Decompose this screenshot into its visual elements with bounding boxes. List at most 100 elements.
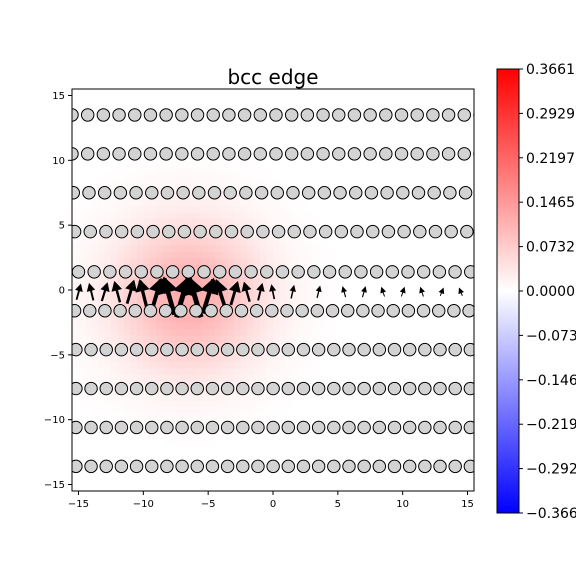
heatmap-cell [260, 205, 268, 213]
heatmap-cell [123, 367, 131, 375]
heatmap-cell [260, 406, 268, 414]
heatmap-cell [97, 406, 105, 414]
atom-marker [372, 381, 387, 396]
heatmap-cell [298, 283, 306, 291]
heatmap-cell [143, 400, 151, 408]
heatmap-cell [136, 354, 144, 362]
atom-marker [433, 342, 447, 357]
heatmap-cell [117, 257, 125, 265]
heatmap-cell [285, 277, 293, 285]
heatmap-cell [104, 257, 112, 265]
heatmap-cell [227, 432, 235, 440]
heatmap-cell [266, 238, 274, 246]
heatmap-cell [273, 244, 280, 252]
atom-marker [426, 147, 440, 161]
atom-marker [318, 224, 333, 239]
heatmap-cell [156, 419, 164, 427]
heatmap-cell [72, 296, 79, 304]
heatmap-cell [97, 251, 105, 259]
heatmap-cell [104, 361, 112, 369]
heatmap-cell [143, 335, 151, 343]
heatmap-cell [110, 341, 118, 349]
heatmap-cell [72, 290, 79, 297]
heatmap-cell [311, 315, 319, 323]
heatmap-cell [149, 212, 157, 220]
heatmap-cell [266, 277, 274, 285]
heatmap-cell [149, 251, 157, 259]
heatmap-cell [201, 212, 209, 220]
heatmap-cell [227, 393, 235, 401]
heatmap-cell [208, 212, 216, 220]
heatmap-cell [110, 348, 118, 356]
atom-marker [150, 265, 164, 279]
heatmap-cell [195, 218, 203, 226]
heatmap-cell [214, 238, 222, 246]
heatmap-cell [227, 160, 235, 168]
heatmap-cell [110, 251, 118, 259]
heatmap-cell [156, 199, 164, 207]
heatmap-cell [136, 179, 144, 187]
heatmap-cell [247, 348, 255, 356]
heatmap-cell [240, 393, 248, 401]
heatmap-cell [123, 328, 131, 336]
heatmap-cell [169, 212, 177, 220]
heatmap-cell [208, 367, 216, 375]
heatmap-cell [279, 290, 287, 297]
heatmap-cell [247, 218, 255, 226]
atom-marker [413, 224, 427, 239]
heatmap-cell [266, 218, 274, 226]
heatmap-cell [253, 257, 261, 265]
heatmap-cell [123, 205, 131, 213]
heatmap-cell [123, 322, 131, 330]
heatmap-cell [149, 393, 157, 401]
heatmap-cell [110, 315, 118, 323]
heatmap-cell [324, 322, 332, 330]
heatmap-cell [149, 218, 157, 226]
heatmap-cell [143, 212, 151, 220]
heatmap-cell [279, 199, 287, 207]
heatmap-cell [247, 426, 255, 434]
atom-marker [433, 420, 447, 435]
heatmap-cell [214, 419, 222, 427]
atom-marker [72, 459, 83, 474]
heatmap-cell [188, 361, 196, 369]
heatmap-cell [253, 322, 261, 330]
atom-marker [448, 381, 462, 396]
heatmap-cell [195, 328, 203, 336]
heatmap-cell [298, 374, 306, 382]
heatmap-cell [266, 361, 274, 369]
heatmap-cell [214, 413, 222, 421]
heatmap-cell [247, 160, 255, 168]
heatmap-cell [162, 315, 170, 323]
atom-marker [145, 459, 159, 474]
heatmap-cell [221, 205, 229, 213]
heatmap-cell [201, 166, 209, 174]
heatmap-cell [214, 290, 222, 297]
heatmap-cell [162, 400, 170, 408]
heatmap-cell [234, 186, 242, 194]
heatmap-cell [201, 199, 209, 207]
heatmap-cell [208, 439, 216, 447]
heatmap-cell [260, 296, 268, 304]
heatmap-cell [292, 244, 300, 252]
heatmap-cell [91, 192, 99, 200]
heatmap-cell [234, 315, 242, 323]
heatmap-cell [169, 166, 177, 174]
heatmap-cell [78, 335, 86, 343]
heatmap-cell [227, 173, 235, 181]
heatmap-cell [156, 153, 164, 161]
heatmap-cell [305, 328, 313, 336]
heatmap-cell [298, 225, 306, 233]
heatmap-cell [292, 367, 300, 375]
heatmap-cell [285, 315, 293, 323]
heatmap-cell [292, 374, 300, 382]
heatmap-cell [227, 367, 235, 375]
heatmap-cell [253, 406, 261, 414]
heatmap-cell [156, 413, 164, 421]
atom-marker [190, 342, 204, 357]
heatmap-cell [149, 160, 157, 168]
heatmap-cell [130, 264, 138, 272]
atom-marker [222, 147, 236, 161]
heatmap-cell [273, 393, 280, 401]
heatmap-cell [208, 335, 216, 343]
